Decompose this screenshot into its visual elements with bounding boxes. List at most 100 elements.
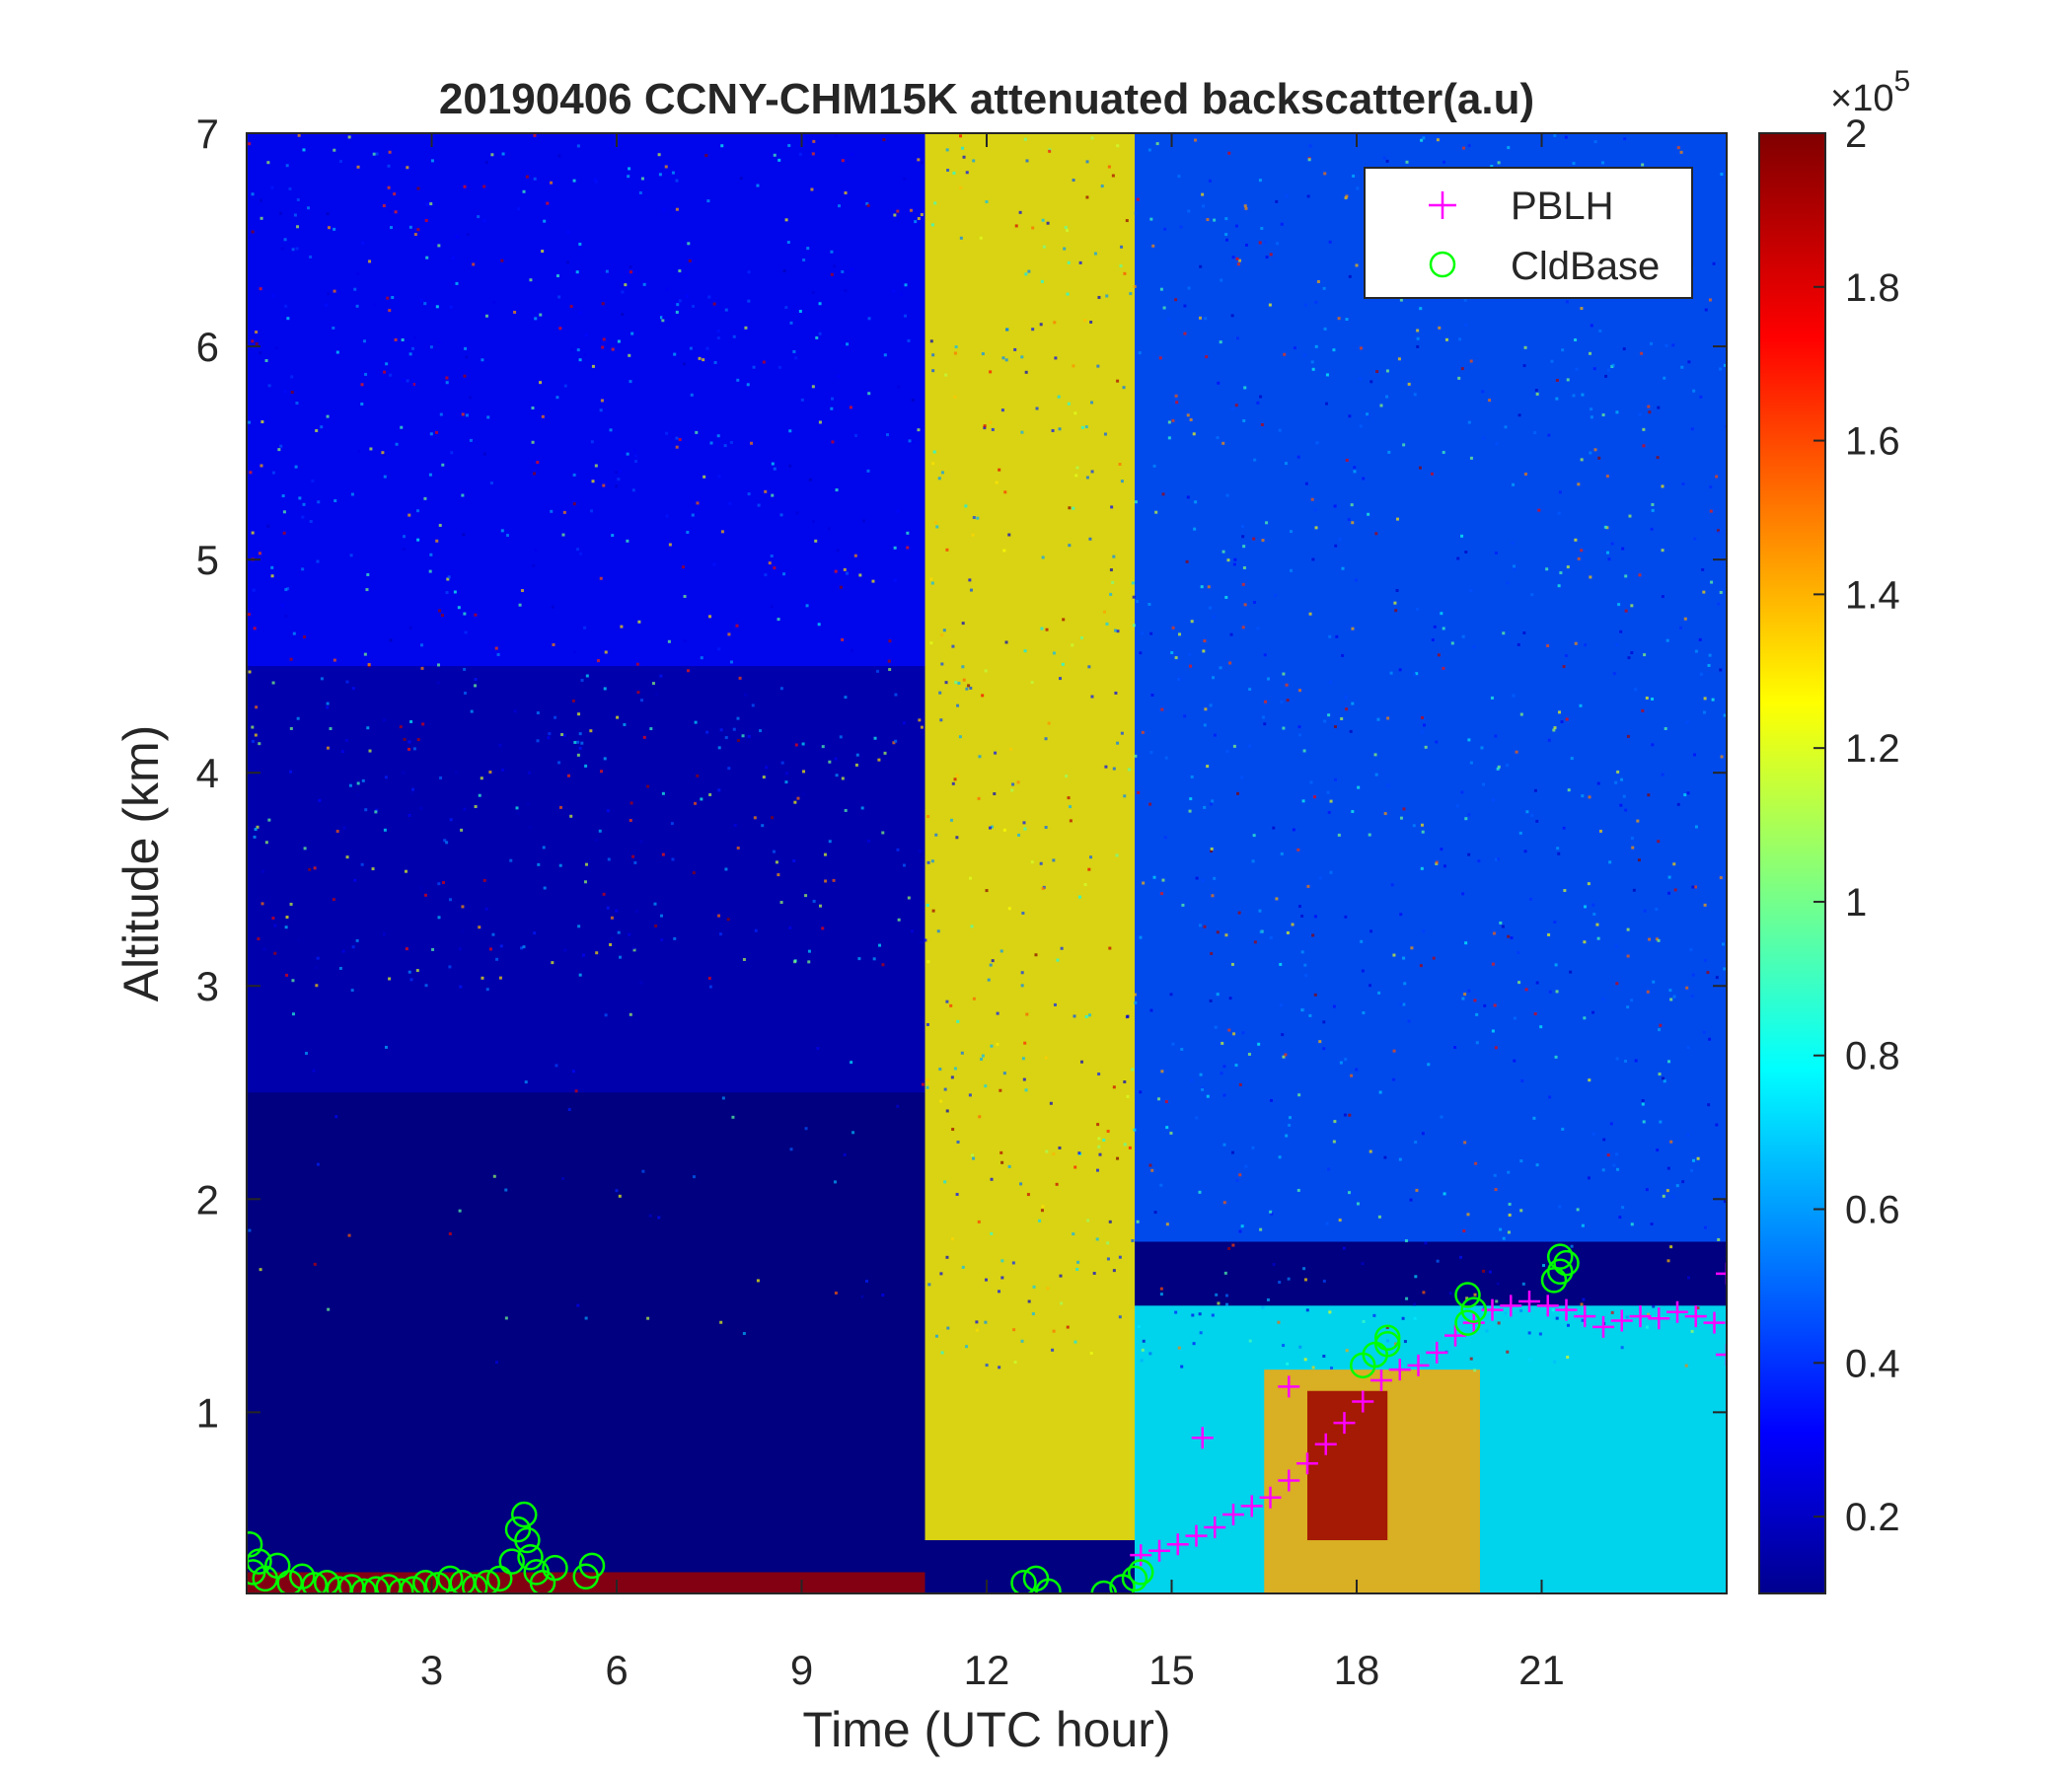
noise-pixel (1074, 474, 1078, 478)
noise-pixel (1174, 1310, 1178, 1314)
noise-pixel (1161, 492, 1165, 496)
noise-pixel (1591, 903, 1595, 907)
noise-pixel (455, 281, 459, 285)
noise-pixel (1047, 721, 1051, 725)
noise-pixel (1007, 1164, 1011, 1168)
noise-pixel (971, 533, 975, 537)
noise-pixel (409, 719, 413, 723)
noise-pixel (1297, 733, 1301, 737)
noise-pixel (259, 1268, 262, 1272)
noise-pixel (1133, 1128, 1137, 1132)
noise-pixel (968, 1093, 972, 1097)
x-tick-label: 21 (1518, 1647, 1565, 1693)
noise-pixel (348, 783, 352, 787)
noise-pixel (716, 434, 720, 438)
noise-pixel (466, 233, 470, 237)
noise-pixel (770, 555, 774, 558)
noise-pixel (1020, 1339, 1024, 1343)
noise-pixel (1641, 1098, 1645, 1102)
cldbase-marker (1553, 1249, 1580, 1277)
noise-pixel (383, 475, 387, 479)
noise-pixel (995, 481, 999, 484)
noise-pixel (297, 937, 301, 941)
noise-pixel (349, 554, 353, 557)
noise-pixel (640, 177, 644, 181)
noise-pixel (407, 970, 411, 974)
noise-pixel (956, 1140, 960, 1144)
noise-pixel (1164, 756, 1168, 760)
noise-pixel (1438, 326, 1442, 330)
noise-pixel (883, 353, 887, 357)
noise-pixel (1115, 853, 1119, 857)
noise-pixel (1248, 744, 1252, 748)
noise-pixel (1461, 634, 1465, 638)
noise-pixel (777, 365, 781, 369)
noise-pixel (1494, 1188, 1498, 1192)
noise-pixel (1055, 1182, 1059, 1186)
noise-pixel (1283, 352, 1287, 356)
noise-pixel (792, 858, 796, 862)
noise-pixel (1496, 767, 1500, 771)
noise-pixel (779, 901, 783, 905)
noise-pixel (1620, 777, 1624, 781)
noise-pixel (1303, 303, 1307, 307)
noise-pixel (707, 976, 711, 980)
noise-pixel (1252, 537, 1256, 541)
noise-pixel (367, 662, 371, 666)
noise-pixel (595, 951, 599, 955)
noise-pixel (1574, 538, 1578, 542)
noise-pixel (1344, 196, 1348, 200)
noise-pixel (576, 348, 580, 352)
noise-pixel (939, 1272, 943, 1276)
noise-pixel (1301, 799, 1305, 803)
noise-pixel (1715, 976, 1719, 980)
noise-pixel (687, 242, 691, 246)
noise-pixel (1303, 963, 1307, 967)
noise-pixel (393, 192, 397, 196)
noise-pixel (1285, 1134, 1289, 1138)
noise-pixel (1389, 671, 1393, 675)
noise-pixel (907, 896, 911, 900)
noise-pixel (256, 825, 259, 829)
noise-pixel (1720, 173, 1724, 177)
noise-pixel (282, 531, 286, 535)
noise-pixel (334, 1115, 338, 1119)
noise-pixel (1079, 1060, 1083, 1064)
noise-pixel (1160, 892, 1164, 896)
noise-pixel (1234, 224, 1238, 228)
noise-pixel (678, 299, 682, 303)
noise-pixel (1325, 373, 1329, 377)
noise-pixel (1345, 458, 1349, 462)
noise-pixel (313, 1262, 317, 1266)
noise-pixel (563, 948, 567, 952)
noise-pixel (802, 258, 806, 261)
noise-pixel (926, 860, 930, 864)
noise-pixel (1637, 858, 1641, 862)
noise-pixel (604, 1013, 608, 1017)
noise-pixel (489, 481, 493, 485)
noise-pixel (572, 179, 576, 183)
noise-pixel (490, 153, 494, 157)
noise-pixel (930, 223, 934, 227)
noise-pixel (1339, 1061, 1343, 1065)
noise-pixel (1075, 466, 1079, 470)
noise-pixel (1366, 412, 1369, 416)
noise-pixel (1461, 892, 1465, 896)
noise-pixel (363, 652, 367, 656)
noise-pixel (1559, 571, 1563, 575)
noise-pixel (860, 1295, 864, 1298)
noise-pixel (410, 383, 414, 387)
noise-pixel (676, 303, 680, 307)
noise-pixel (1073, 411, 1077, 415)
noise-pixel (389, 638, 393, 642)
noise-pixel (1602, 1138, 1606, 1142)
noise-pixel (675, 445, 679, 449)
noise-pixel (499, 944, 503, 948)
noise-pixel (1013, 347, 1017, 351)
noise-pixel (1698, 637, 1702, 641)
noise-pixel (576, 740, 580, 744)
noise-pixel (1645, 696, 1649, 700)
noise-pixel (1114, 691, 1118, 695)
noise-pixel (316, 559, 320, 563)
noise-pixel (1557, 584, 1561, 588)
